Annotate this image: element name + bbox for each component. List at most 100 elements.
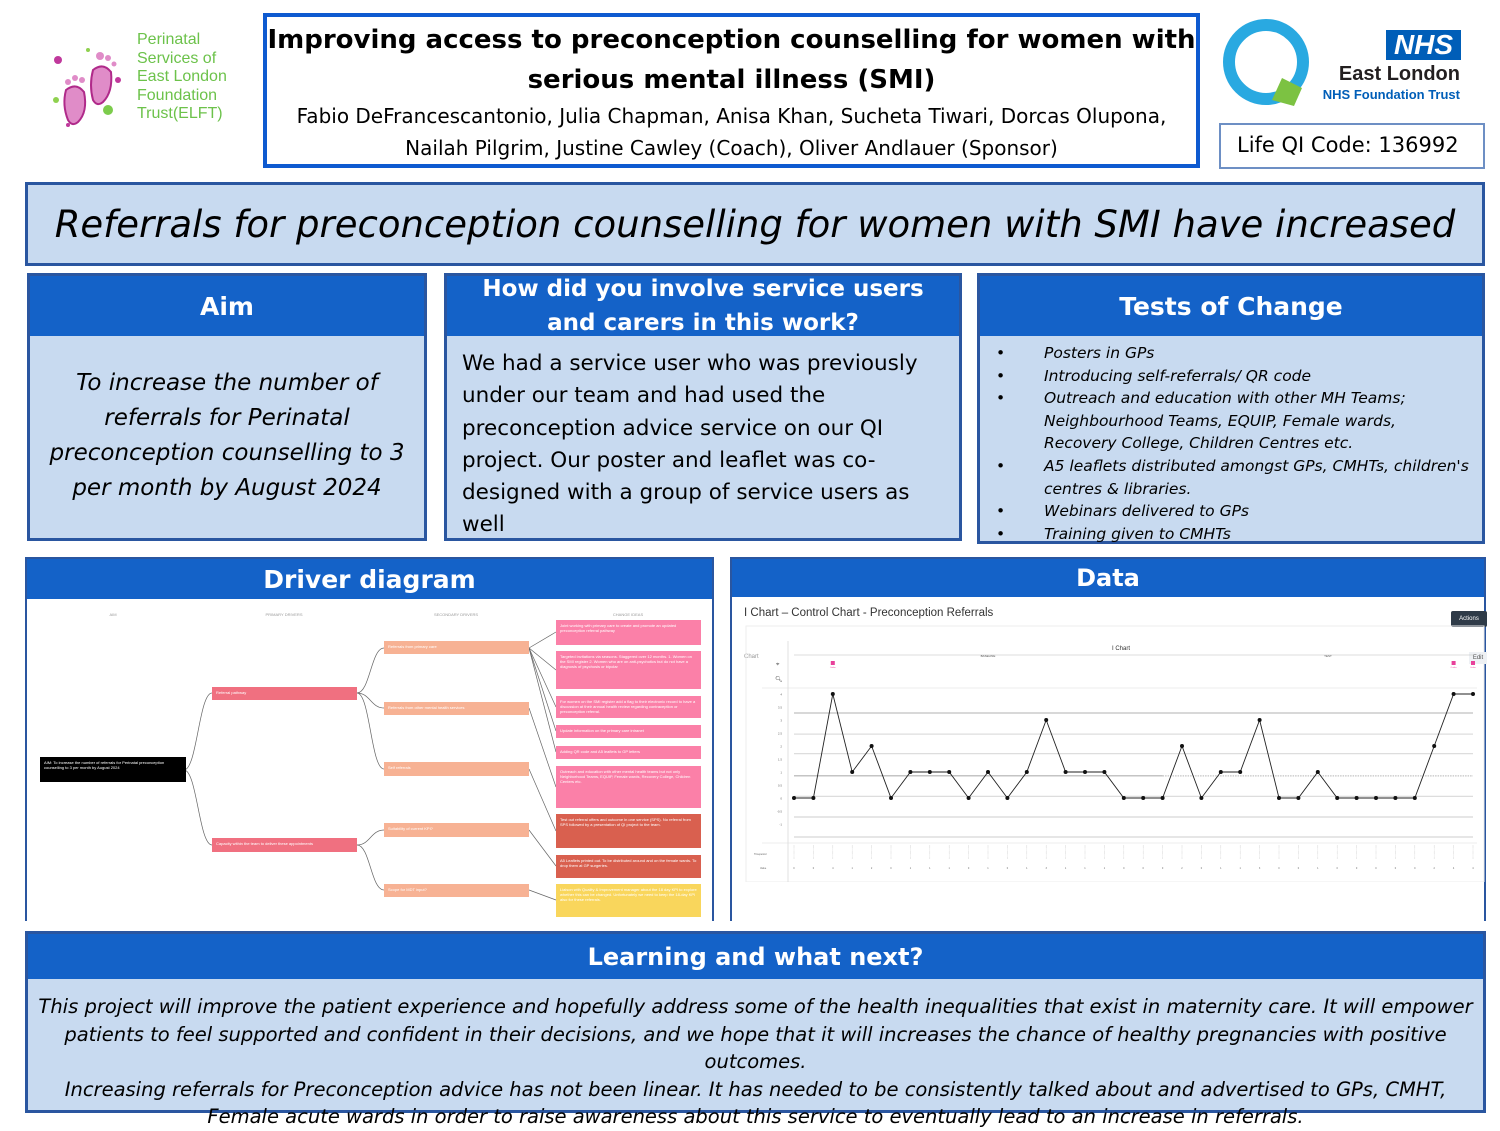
aim-panel: Aim To increase the number of referrals … (27, 273, 427, 541)
driver-diagram: AIM PRIMARY DRIVERS SECONDARY DRIVERS CH… (27, 600, 713, 922)
involvement-text: We had a service user who was previously… (462, 351, 918, 538)
data-point (850, 770, 855, 774)
outlier-label: Outlier (1470, 666, 1476, 669)
secondary-driver: Referrals from other mental health servi… (384, 702, 529, 715)
change-idea: For women on the SMI register add a flag… (556, 696, 701, 718)
y-tick-label: 3 (780, 719, 782, 723)
data-point (869, 744, 874, 748)
value-label: 0 (1007, 867, 1009, 870)
value-label: 1 (1084, 867, 1086, 870)
test-item: Outreach and education with other MH Tea… (992, 387, 1472, 455)
value-label: 1 (1104, 867, 1106, 870)
learning-heading: Learning and what next? (28, 934, 1483, 979)
value-label: 1 (1220, 867, 1222, 870)
primary-driver: Referral pathway (212, 687, 357, 700)
value-label: 2 (1181, 867, 1183, 870)
outlier-marker (1471, 661, 1475, 665)
secondary-driver: Scope for MDT input? (384, 884, 529, 897)
data-point (1218, 770, 1223, 774)
tests-of-change-panel: Tests of Change Posters in GPs Introduci… (977, 273, 1485, 545)
chart-title: I Chart – Control Chart - Preconception … (744, 607, 994, 619)
data-point (1412, 796, 1417, 800)
change-idea: Joint working with primary care to creat… (556, 620, 701, 645)
value-label: 1 (852, 867, 854, 870)
y-tick-label: 0 (780, 797, 782, 801)
data-point (1354, 796, 1359, 800)
learning-text-2: Increasing referrals for Preconception a… (64, 1077, 1447, 1129)
secondary-driver: Referrals from primary care (384, 641, 529, 654)
secondary-driver: Suitability of current KPI? (384, 823, 529, 837)
tests-heading: Tests of Change (980, 276, 1482, 336)
y-tick-label: 0.5 (778, 784, 783, 788)
chart-card (745, 625, 1485, 882)
life-qi-code: Life QI Code: 136992 (1219, 123, 1485, 169)
search-icon: 🔍︎ (775, 676, 783, 683)
i-chart: I Chart BASELINE TEST ⌖ 🔍︎ 4 3.5 3 2.5 2 1.5 1 0.5 0 -… (745, 625, 1485, 882)
actions-button[interactable]: Actions (1451, 611, 1487, 627)
change-idea: A5 Leaflets printed out. To be distribut… (556, 855, 701, 878)
value-label: 1 (929, 867, 931, 870)
change-idea: Adding QR code and A5 leaflets to GP let… (556, 746, 701, 759)
aim-box: AIM: To increase the number of referrals… (40, 757, 186, 782)
aim-heading: Aim (30, 276, 424, 336)
data-point (792, 796, 796, 800)
driver-heading: Driver diagram (27, 559, 712, 599)
data-point (1083, 770, 1087, 774)
qi-logo (1222, 18, 1314, 108)
phase-label: BASELINE (981, 654, 996, 658)
column-header: AIM (109, 612, 117, 617)
headline-banner: Referrals for preconception counselling … (25, 182, 1485, 266)
test-item: Training given to CMHTs (992, 523, 1472, 546)
data-point (1160, 796, 1165, 800)
chart-inner-title: I Chart (1112, 646, 1130, 652)
y-tick-label: 2 (780, 745, 782, 749)
value-label: 0 (1375, 867, 1377, 870)
nhs-org-name: East London (1338, 63, 1460, 85)
tests-list: Posters in GPs Introducing self-referral… (980, 336, 1482, 545)
column-header: CHANGE IDEAS (612, 612, 644, 617)
value-label: 0 (1123, 867, 1125, 870)
value-label: 4 (1453, 867, 1455, 870)
test-item: A5 leaflets distributed amongst GPs, CMH… (992, 455, 1472, 500)
data-point (927, 770, 932, 774)
outlier-label: Outlier (1451, 666, 1457, 669)
change-idea: Test out referral offers and outcome in … (556, 814, 701, 848)
data-point (889, 796, 893, 800)
value-label: 1 (949, 867, 951, 870)
phase-label: TEST (1324, 654, 1332, 658)
value-label: 0 (813, 867, 815, 870)
nhs-logo: NHS (1386, 30, 1461, 60)
value-label: 0 (1298, 867, 1300, 870)
aim-text: To increase the number of referrals for … (49, 370, 405, 501)
value-label: 0 (1395, 867, 1397, 870)
value-label: 0 (1278, 867, 1280, 870)
value-label: 3 (1259, 867, 1261, 870)
test-item: Webinars delivered to GPs (992, 500, 1472, 523)
data-point (1180, 744, 1184, 748)
data-point (1451, 692, 1456, 696)
data-point (947, 770, 952, 774)
driver-diagram-panel: Driver diagram AIM PRIMARY DRIVERS SECON… (25, 557, 714, 921)
change-idea: Outreach and education with other mental… (556, 766, 701, 808)
chart-label: Chart (744, 654, 759, 660)
primary-driver: Capacity within the team to deliver thes… (212, 838, 357, 852)
value-label: 2 (1434, 867, 1436, 870)
value-label: 4 (1472, 867, 1474, 870)
change-idea: Targeted invitations via seasons. Stagge… (556, 651, 701, 689)
value-label: 0 (1162, 867, 1164, 870)
value-label: 0 (793, 867, 795, 870)
data-point (1238, 770, 1243, 774)
y-tick-label: 1.5 (778, 758, 783, 762)
data-point (811, 796, 816, 800)
data-point (1102, 770, 1107, 774)
value-label: 1 (1026, 867, 1028, 870)
test-item: Posters in GPs (992, 342, 1472, 365)
test-item: Introducing self-referrals/ QR code (992, 365, 1472, 388)
value-label: 2 (871, 867, 873, 870)
elft-perinatal-logo: Perinatal Services of East London Founda… (48, 30, 228, 145)
value-label: 0 (1356, 867, 1358, 870)
value-label: 1 (1317, 867, 1319, 870)
nhs-org-sub: NHS Foundation Trust (1322, 87, 1460, 102)
value-label: 1 (1240, 867, 1242, 870)
value-label: 0 (890, 867, 892, 870)
